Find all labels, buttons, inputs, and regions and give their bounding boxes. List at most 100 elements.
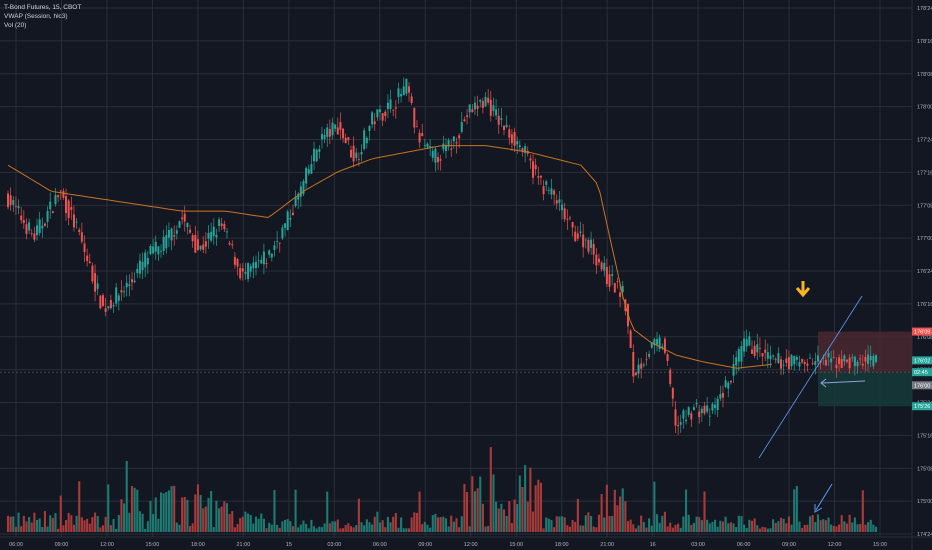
candle-body [444,144,447,152]
volume-bar [318,526,321,532]
candle-body [236,258,239,267]
candle-body [803,362,806,365]
candle-body [532,161,535,178]
candle-body [861,363,864,366]
candle-body [856,362,859,367]
pointer-line [821,380,866,384]
volume-bar [597,514,601,532]
candle-body [152,246,155,254]
candle-body [774,358,777,360]
candle-body [220,223,223,226]
volume-bar [658,522,661,532]
candle-body [38,219,41,234]
candle-body [711,403,714,411]
volume-bar [605,484,608,532]
candle-body [131,279,133,283]
candle-body [613,283,616,293]
candle-body [671,387,674,399]
volume-bar [674,524,677,532]
volume-bar [753,518,756,532]
volume-bar [363,525,366,532]
candle-body [761,353,764,357]
volume-bar [859,523,862,532]
volume-bar [684,489,688,532]
candle-body [724,380,727,388]
volume-bar [328,523,331,532]
candle-body [513,132,516,146]
candle-body [231,244,234,246]
volume-bar [157,518,160,532]
time-axis[interactable]: 06:00 09:00 12:00 15:00 18:00 21:00 15 03:00 06:… [9,542,887,548]
volume-bar [634,528,637,532]
candle-body [634,372,637,376]
candle-body [46,210,49,222]
candle-body [758,348,761,349]
volume-bar [138,511,141,532]
volume-bar [819,520,822,532]
candle-body [442,143,445,150]
volume-indicator-label[interactable]: Vol (20) [4,22,27,29]
candle-body [210,231,213,241]
candle-body [207,232,210,239]
candle-body [194,235,197,253]
volume-bar [830,524,833,532]
volume-bar [716,526,719,532]
volume-bar [241,516,244,532]
candle-body [291,212,294,215]
price-tick-label: 176'08 [917,335,932,341]
volume-bar [392,516,395,532]
volume-bar [576,498,579,532]
volume-bar [571,520,574,532]
candle-body [590,239,593,248]
candle-body [25,224,28,234]
volume-bar [521,486,524,532]
volume-bar [516,504,519,532]
time-tick-label: 15:00 [873,542,887,548]
candle-body [497,115,500,125]
candle-body [714,404,717,408]
candle-body [838,357,841,364]
candle-body [769,355,772,360]
volume-bar [283,519,287,532]
volume-bar [196,484,200,532]
volume-bar [835,526,838,532]
volume-bar [302,520,305,532]
volume-bar [123,503,126,532]
volume-bar [479,476,482,532]
candle-body [827,352,830,358]
volume-bar [418,491,421,532]
candle-body [215,234,218,238]
candle-body [112,305,115,307]
symbol-title[interactable]: T-Bond Futures, 15, CBOT [4,4,82,11]
volume-bar [218,508,221,532]
candle-body [574,231,577,242]
candle-body [542,186,545,195]
candle-body [703,405,706,414]
volume-bar [790,524,793,532]
volume-bar [648,518,651,532]
candle-body [183,213,186,222]
time-tick-label: 06:00 [737,542,751,548]
candle-body [584,239,587,241]
candle-body [476,105,479,109]
price-tick-label: 175'16 [917,433,932,439]
candle-body [28,222,31,231]
time-tick-label: 03:00 [327,542,341,548]
volume-bar [220,506,223,532]
candle-body [558,199,561,203]
volume-bar [257,518,260,532]
volume-bar [165,491,168,532]
volume-bar [579,525,582,532]
volume-bar [9,516,12,532]
volume-bar [750,520,754,532]
volume-bar [711,521,714,532]
volume-bar [816,514,820,532]
vwap-indicator-label[interactable]: VWAP (Session, hlc3) [4,13,68,20]
volume-bar [801,527,804,532]
volume-bar [502,509,506,532]
volume-bar [743,524,746,532]
volume-bar [194,494,197,532]
candle-body [78,229,81,232]
